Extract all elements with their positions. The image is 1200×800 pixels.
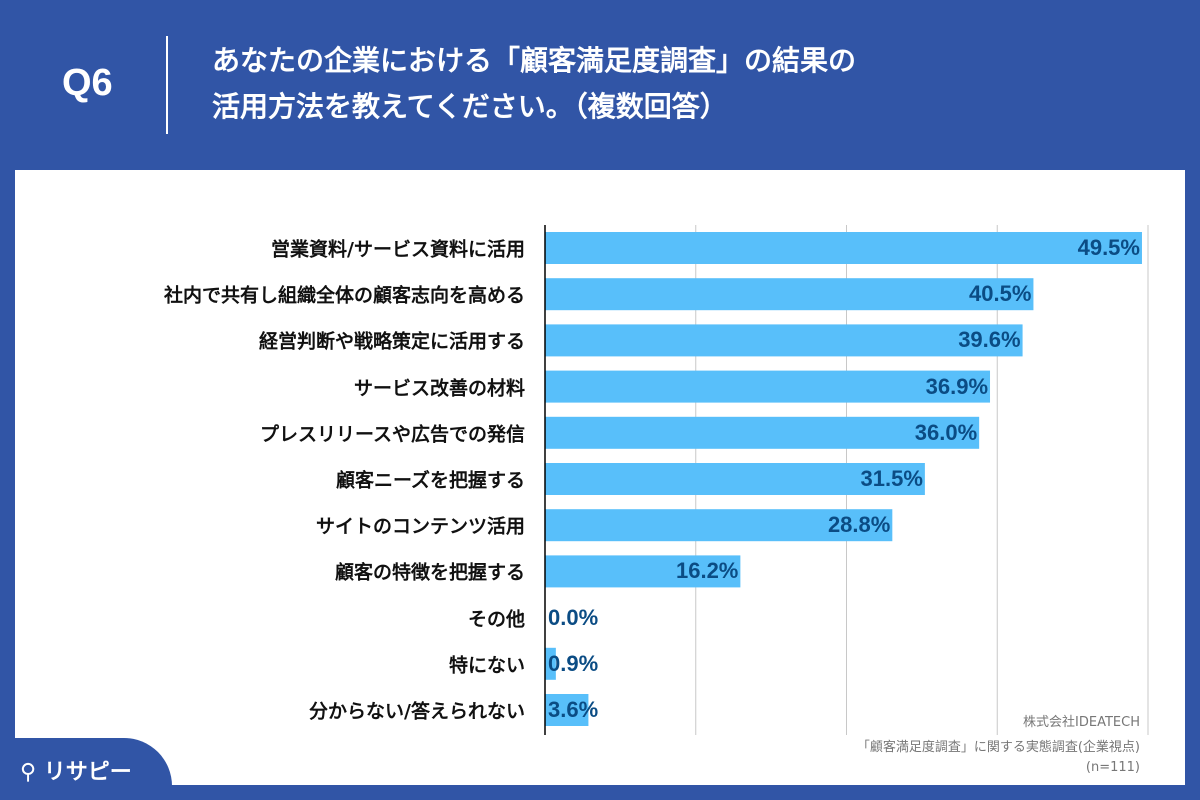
logo: ⚲ リサピー [0, 738, 172, 800]
data-label: 3.6% [548, 697, 599, 722]
data-label: 16.2% [675, 558, 739, 584]
question-number: Q6 [62, 62, 113, 104]
category-label: 経営判断や戦略策定に活用する [258, 330, 525, 353]
category-label: 社内で共有し組織全体の顧客志向を高める [163, 284, 525, 307]
category-label: 特にない [448, 654, 525, 677]
bar [545, 509, 893, 542]
data-label: 31.5% [860, 466, 923, 491]
data-label: 36.0% [914, 419, 978, 445]
bar [545, 416, 980, 449]
pin-icon: ⚲ [20, 760, 37, 785]
bar [545, 647, 556, 680]
data-label: 39.6% [958, 327, 1021, 353]
data-label: 28.8% [827, 512, 891, 538]
logo-text: リサピー [43, 760, 132, 785]
bar [545, 278, 1034, 311]
divider [166, 36, 168, 134]
data-label: 49.5% [1077, 235, 1140, 260]
category-label: 営業資料/サービス資料に活用 [271, 238, 525, 261]
page-title: あなたの企業における「顧客満足度調査」の結果の 活用方法を教えてください。（複数… [212, 38, 856, 130]
source-survey: 「顧客満足度調査」に関する実態調査(企業視点) [856, 740, 1140, 755]
category-label: その他 [467, 608, 525, 631]
bar [545, 463, 925, 495]
bar [545, 555, 741, 588]
category-label: 分からない/答えられない [309, 700, 525, 723]
bar [545, 694, 589, 726]
category-label: サイトのコンテンツ活用 [315, 515, 525, 538]
title-line-2: 活用方法を教えてください。（複数回答） [212, 90, 728, 123]
data-label: 36.9% [925, 373, 989, 399]
category-label: 顧客の特徴を把握する [334, 561, 525, 584]
bar [545, 370, 991, 403]
data-label: 0.9% [548, 650, 599, 676]
title-line-1: あなたの企業における「顧客満足度調査」の結果の [212, 44, 857, 77]
category-label: サービス改善の材料 [353, 377, 525, 400]
bar [545, 232, 1142, 264]
data-label: 0.0% [548, 604, 599, 630]
source-company: 株式会社IDEATECH [1023, 715, 1140, 730]
category-label: プレスリリースや広告での発信 [259, 423, 525, 446]
category-label: 顧客ニーズを把握する [335, 469, 525, 492]
sample-size: (n=111) [1085, 760, 1140, 775]
bar [545, 324, 1023, 357]
data-label: 40.5% [969, 281, 1032, 307]
